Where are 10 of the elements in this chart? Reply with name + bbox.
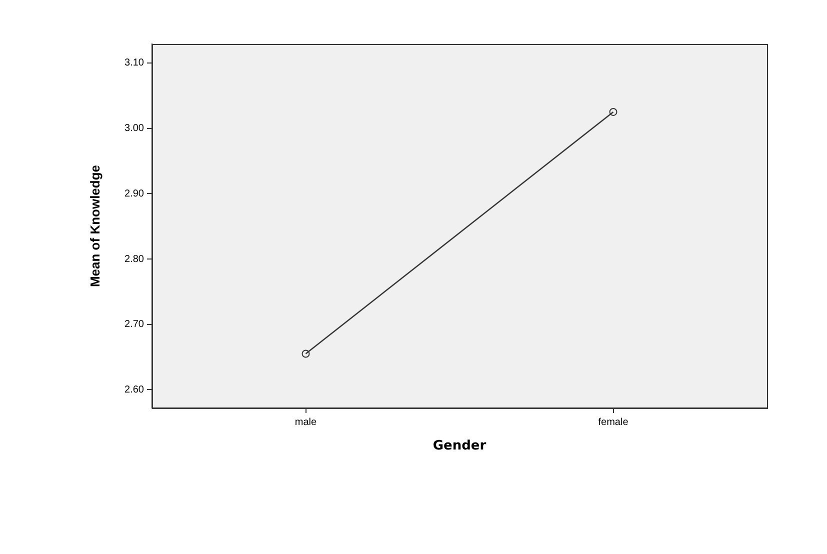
y-tick-label: 2.90 <box>124 188 144 200</box>
x-tick-label: male <box>294 416 318 428</box>
y-tick-label: 3.00 <box>124 123 144 134</box>
y-tick-label: 2.70 <box>124 319 144 330</box>
x-axis-title: Gender <box>432 438 487 454</box>
y-tick-label: 2.60 <box>124 384 144 396</box>
y-tick-label: 3.10 <box>124 58 144 69</box>
x-tick-label: female <box>598 416 629 428</box>
y-tick-label: 2.80 <box>124 254 144 265</box>
y-axis-title: Mean of Knowledge <box>87 164 102 288</box>
